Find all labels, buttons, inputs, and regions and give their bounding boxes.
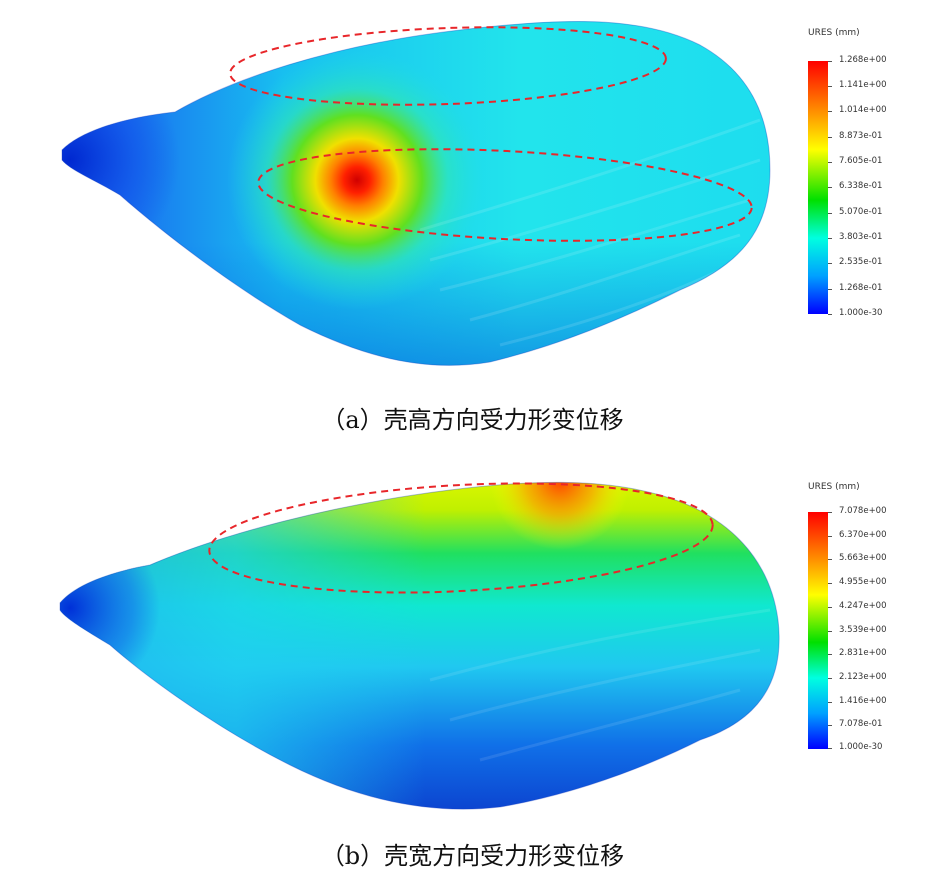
legend-title: URES (mm) — [808, 482, 860, 492]
highlight-ellipse-lower — [257, 148, 753, 242]
tick-label: 1.268e-01 — [839, 283, 883, 293]
tick-label: 2.535e-01 — [839, 257, 883, 267]
tick-label: 8.873e-01 — [839, 131, 883, 141]
caption-b: （b）壳宽方向受力形变位移 — [320, 842, 625, 870]
highlight-ellipse-upper — [229, 26, 667, 106]
tick-label: 2.123e+00 — [839, 672, 887, 682]
tick-label: 2.831e+00 — [839, 648, 887, 658]
colorbar-b — [808, 512, 828, 749]
tick-label: 6.370e+00 — [839, 530, 887, 540]
shell-model-b — [59, 481, 780, 810]
colorbar-a — [808, 61, 828, 314]
tick-label: 5.663e+00 — [839, 553, 887, 563]
tick-label: 1.014e+00 — [839, 105, 887, 115]
legend-b: URES (mm) 7.078e+00 6.370e+00 5.663e+00 … — [800, 482, 940, 762]
tick-label: 3.803e-01 — [839, 232, 883, 242]
tick-label: 7.605e-01 — [839, 156, 883, 166]
caption-a: （a）壳高方向受力形变位移 — [321, 406, 624, 434]
tick-label: 1.000e-30 — [839, 308, 883, 318]
tick-label: 5.070e-01 — [839, 207, 883, 217]
tick-label: 4.247e+00 — [839, 601, 887, 611]
tick-label: 1.000e-30 — [839, 742, 883, 752]
tick-label: 1.268e+00 — [839, 55, 887, 65]
tick-label: 3.539e+00 — [839, 625, 887, 635]
panel-a: URES (mm) 1.268e+00 1.141e+00 1.014e+00 … — [61, 20, 940, 434]
tick-label: 1.416e+00 — [839, 696, 887, 706]
tick-label: 1.141e+00 — [839, 80, 887, 90]
tick-label: 7.078e+00 — [839, 506, 887, 516]
legend-title: URES (mm) — [808, 28, 860, 38]
tick-label: 4.955e+00 — [839, 577, 887, 587]
highlight-ellipse — [208, 482, 714, 594]
shell-model-a — [61, 20, 771, 366]
tick-label: 6.338e-01 — [839, 181, 883, 191]
panel-b: URES (mm) 7.078e+00 6.370e+00 5.663e+00 … — [0, 440, 945, 876]
legend-a: URES (mm) 1.268e+00 1.141e+00 1.014e+00 … — [800, 28, 940, 328]
tick-label: 7.078e-01 — [839, 719, 883, 729]
